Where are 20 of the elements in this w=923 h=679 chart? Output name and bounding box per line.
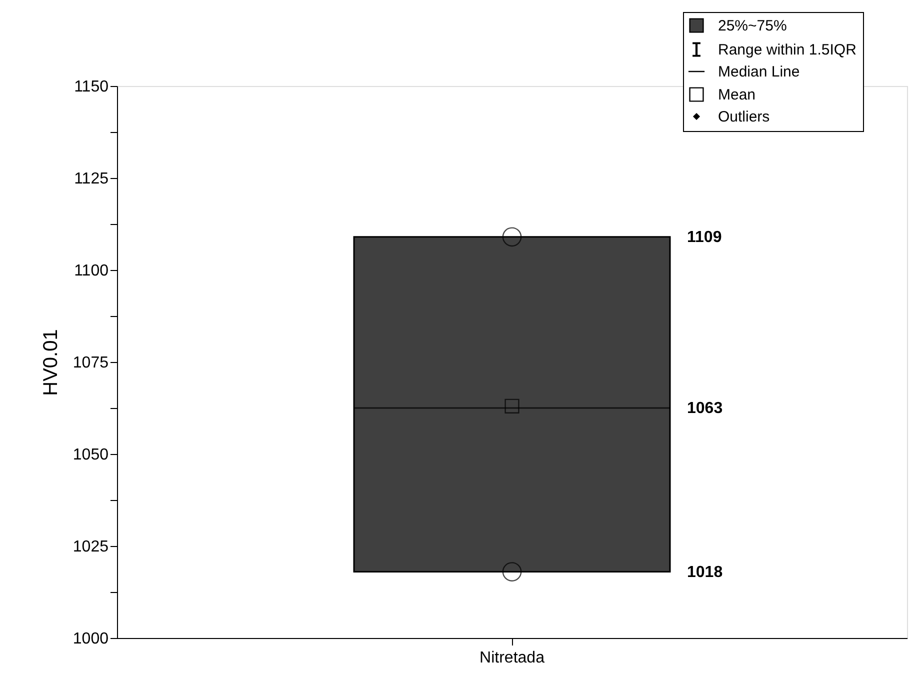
point	[502, 227, 522, 247]
y-tick-label: 1150	[74, 78, 109, 96]
point	[502, 562, 522, 582]
legend-label: 25%~75%	[718, 18, 787, 34]
point	[504, 398, 520, 414]
y-tick-label: 1125	[74, 170, 109, 188]
legend-label: Outliers	[718, 108, 770, 126]
x-tick-label: Nitretada	[480, 650, 545, 666]
y-tick-label: 1000	[72, 630, 109, 648]
annotation: 1063	[687, 400, 723, 417]
annotation: 1109	[687, 228, 722, 246]
text: Median Line	[718, 64, 800, 80]
annotation: 1018	[687, 564, 723, 581]
text: Range within 1.5IQR	[718, 42, 857, 58]
legend-label: Mean	[718, 86, 756, 104]
y-tick-label: 1100	[74, 262, 109, 280]
y-tick-label: 1050	[72, 446, 109, 464]
y-tick-label: 1025	[72, 538, 109, 556]
y-axis-title: HV0.01	[40, 329, 62, 396]
y-tick-label: 1075	[72, 354, 109, 372]
